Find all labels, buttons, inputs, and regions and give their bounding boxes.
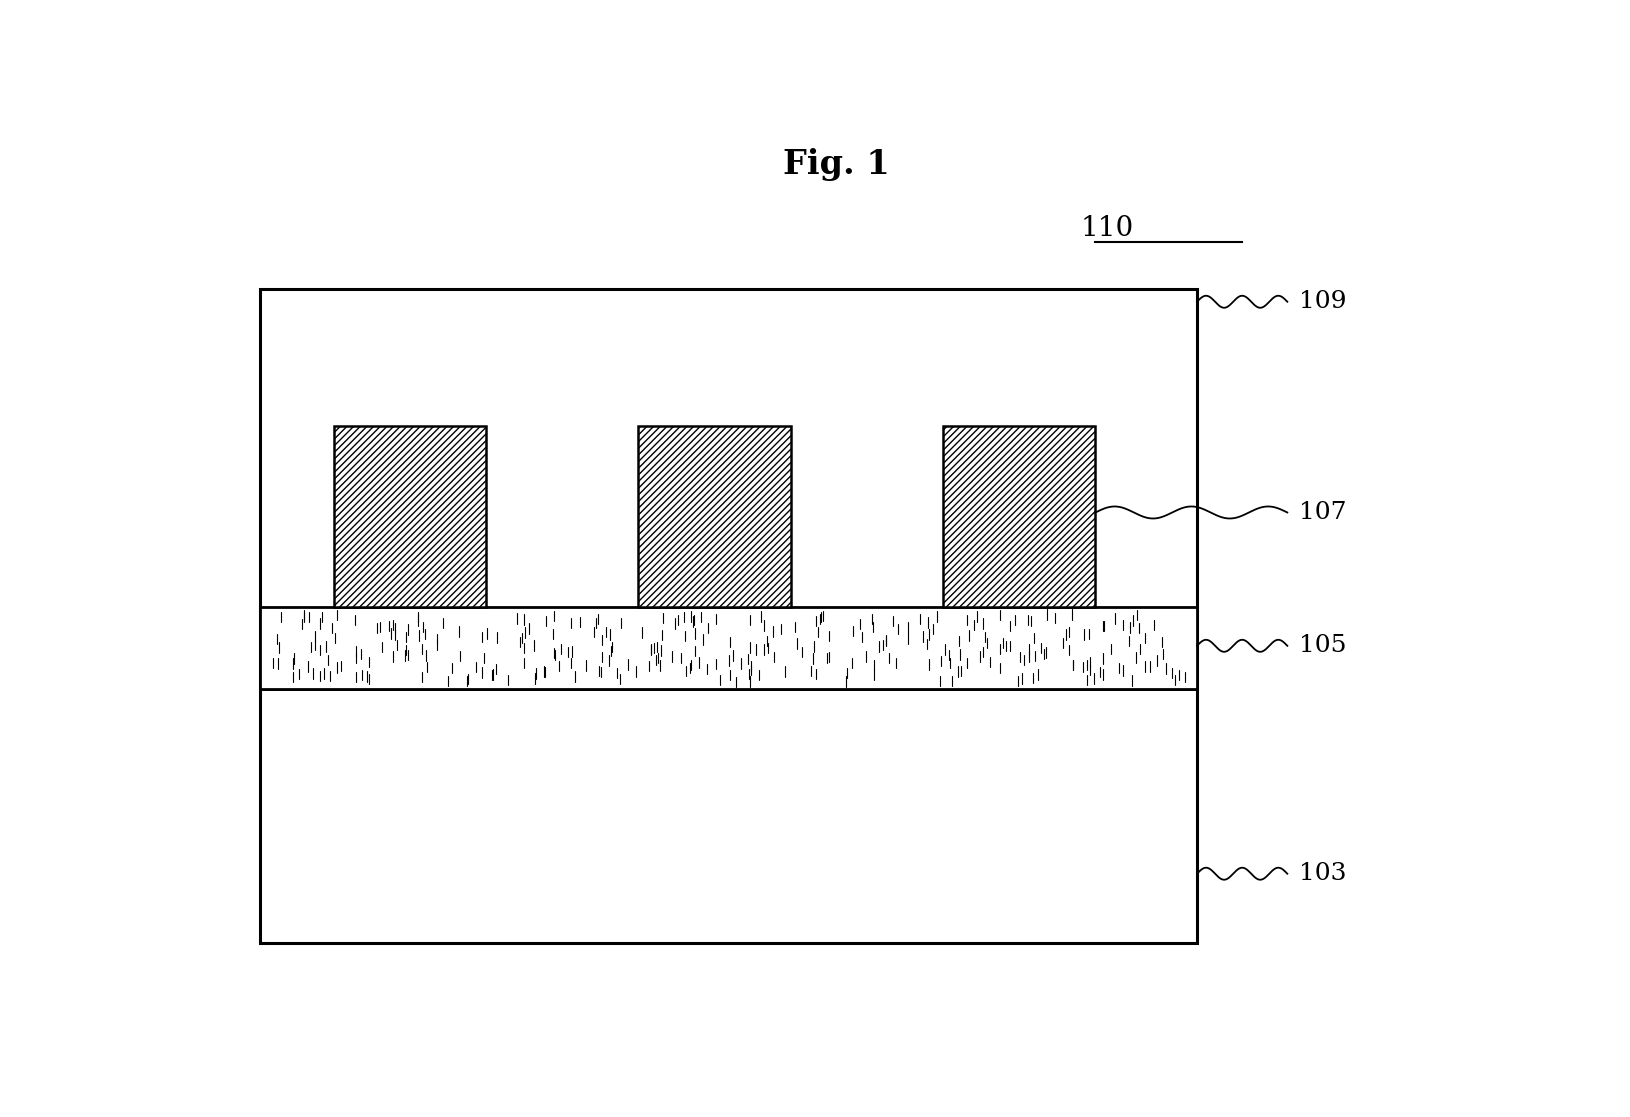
Text: 105: 105 xyxy=(1297,634,1345,657)
Text: 103: 103 xyxy=(1297,862,1345,885)
Bar xyxy=(261,608,1196,689)
Text: 110: 110 xyxy=(1079,216,1133,242)
Bar xyxy=(261,289,1196,943)
Text: 107: 107 xyxy=(1297,502,1345,524)
Bar xyxy=(334,427,486,608)
Bar xyxy=(942,427,1095,608)
Text: 109: 109 xyxy=(1297,290,1345,313)
Text: Fig. 1: Fig. 1 xyxy=(782,147,888,181)
Bar xyxy=(637,427,791,608)
